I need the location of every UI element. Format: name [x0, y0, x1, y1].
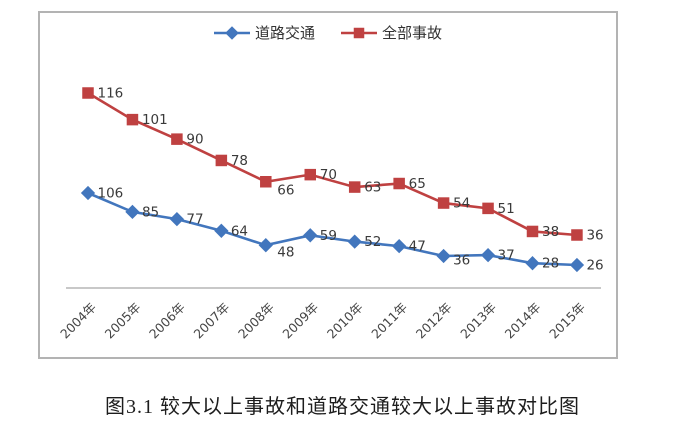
data-label: 90	[186, 132, 203, 148]
data-label: 36	[453, 253, 470, 269]
legend-label-all-accidents: 全部事故	[382, 24, 443, 42]
figure-caption: 图3.1 较大以上事故和道路交通较大以上事故对比图	[105, 396, 580, 418]
legend-item-all-accidents: 全部事故	[341, 22, 442, 43]
data-point-1-4	[260, 176, 272, 188]
data-point-0-11	[569, 257, 585, 273]
x-tick-label: 2010年	[324, 300, 366, 342]
data-label: 85	[142, 204, 159, 220]
data-label: 52	[364, 234, 381, 250]
data-label: 47	[409, 239, 426, 255]
data-label: 106	[98, 186, 124, 202]
x-tick-label: 2009年	[279, 300, 321, 342]
data-point-1-7	[393, 177, 405, 190]
chart-legend: 道路交通 全部事故	[38, 22, 618, 43]
data-label: 78	[231, 153, 248, 169]
data-point-0-2	[169, 211, 185, 227]
x-tick-label: 2005年	[102, 300, 144, 342]
data-point-1-1	[126, 113, 139, 126]
data-label: 48	[277, 245, 294, 261]
data-point-1-0	[82, 87, 94, 99]
data-point-0-10	[525, 256, 540, 271]
x-tick-label: 2014年	[502, 300, 544, 342]
series-line-1	[87, 91, 578, 237]
data-label: 101	[142, 112, 168, 128]
x-tick-label: 2011年	[368, 300, 410, 342]
data-label: 26	[586, 258, 603, 274]
data-label: 64	[231, 223, 248, 239]
data-label: 65	[409, 176, 426, 192]
data-label: 66	[277, 182, 294, 198]
legend-marker	[225, 25, 239, 40]
data-label: 77	[186, 212, 203, 228]
plot-border	[38, 11, 618, 359]
data-label: 63	[364, 180, 381, 196]
data-label: 116	[98, 86, 124, 102]
legend-item-road-traffic: 道路交通	[213, 22, 315, 43]
data-point-0-4	[258, 238, 273, 253]
data-point-0-9	[480, 247, 496, 263]
data-point-1-10	[526, 225, 539, 238]
legend-square-marker-icon	[341, 26, 377, 40]
data-label: 59	[320, 228, 337, 244]
data-point-0-5	[303, 228, 318, 243]
data-label: 54	[453, 196, 470, 212]
data-label: 37	[498, 248, 515, 264]
x-tick-label: 2012年	[413, 300, 455, 342]
data-point-1-8	[437, 197, 450, 209]
data-point-0-1	[125, 204, 140, 220]
data-label: 36	[586, 228, 603, 244]
data-label: 70	[320, 167, 337, 183]
data-point-1-6	[348, 181, 361, 193]
x-tick-label: 2006年	[146, 300, 188, 342]
data-point-1-5	[304, 168, 316, 181]
x-tick-label: 2008年	[235, 300, 277, 342]
legend-diamond-marker-icon	[213, 25, 250, 40]
x-tick-label: 2004年	[57, 300, 99, 342]
x-tick-label: 2013年	[457, 300, 499, 342]
data-point-1-2	[171, 133, 183, 145]
data-point-0-7	[392, 238, 407, 254]
data-point-0-3	[214, 223, 229, 238]
data-point-0-8	[436, 248, 451, 264]
data-point-1-3	[215, 154, 228, 167]
legend-marker	[353, 27, 365, 38]
data-label: 51	[498, 201, 515, 217]
data-point-0-0	[80, 185, 96, 201]
plot-area: 2004年 2005年 2006年 2007年 2008年 2009年 2010年 2011年…	[57, 86, 603, 342]
x-tick-label: 2015年	[546, 300, 588, 342]
data-point-1-11	[571, 229, 583, 241]
data-label: 38	[542, 224, 559, 240]
x-tick-label: 2007年	[191, 300, 233, 342]
series-line-0	[87, 191, 578, 267]
data-label: 28	[542, 256, 559, 272]
data-point-1-9	[482, 202, 494, 215]
data-point-0-6	[347, 234, 362, 249]
legend-label-road-traffic: 道路交通	[254, 24, 315, 42]
